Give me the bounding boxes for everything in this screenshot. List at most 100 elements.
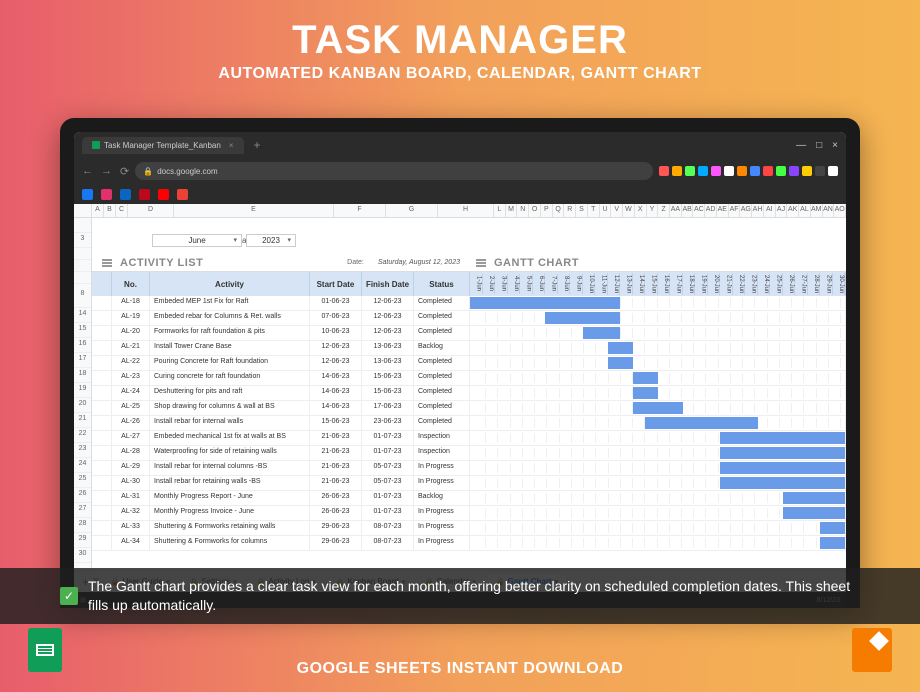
table-row[interactable]: AL-33Shuttering & Formworks retaining wa… (92, 521, 846, 536)
column-letter[interactable]: AA (670, 204, 682, 217)
column-letter[interactable]: W (623, 204, 635, 217)
column-letter[interactable]: AH (752, 204, 764, 217)
table-row[interactable]: AL-20Formworks for raft foundation & pit… (92, 326, 846, 341)
column-letter[interactable]: AG (740, 204, 752, 217)
bookmark-icon[interactable] (139, 189, 150, 200)
table-row[interactable]: AL-34Shuttering & Formworks for columns2… (92, 536, 846, 551)
tab-close-icon[interactable]: × (229, 141, 234, 150)
extension-icon[interactable] (685, 166, 695, 176)
month-select[interactable]: June (152, 234, 242, 247)
column-letter[interactable]: U (600, 204, 612, 217)
row-number[interactable]: 22 (74, 428, 91, 443)
table-row[interactable]: AL-22Pouring Concrete for Raft foundatio… (92, 356, 846, 371)
table-row[interactable]: AL-29Install rebar for internal columns … (92, 461, 846, 476)
extension-icon[interactable] (711, 166, 721, 176)
table-row[interactable]: AL-27Embeded mechanical 1st fix at walls… (92, 431, 846, 446)
extension-icon[interactable] (737, 166, 747, 176)
table-row[interactable]: AL-32Monthly Progress Invoice - June26-0… (92, 506, 846, 521)
column-letter[interactable]: E (174, 204, 334, 217)
column-letter[interactable]: AC (693, 204, 705, 217)
bookmark-icon[interactable] (120, 189, 131, 200)
column-letter[interactable]: A (92, 204, 104, 217)
row-number[interactable]: 29 (74, 533, 91, 548)
column-letter[interactable]: AE (717, 204, 729, 217)
column-letter[interactable]: F (334, 204, 386, 217)
row-number[interactable]: 24 (74, 458, 91, 473)
column-letter[interactable]: H (438, 204, 494, 217)
extension-icon[interactable] (815, 166, 825, 176)
column-letter[interactable]: AL (799, 204, 811, 217)
bookmark-icon[interactable] (177, 189, 188, 200)
column-letter[interactable]: Q (553, 204, 565, 217)
column-letter[interactable]: AF (729, 204, 741, 217)
row-number[interactable]: 17 (74, 353, 91, 368)
column-letter[interactable]: C (116, 204, 128, 217)
row-number[interactable]: 18 (74, 368, 91, 383)
browser-tab[interactable]: Task Manager Template_Kanban × (82, 137, 244, 154)
year-select[interactable]: 2023 (246, 234, 296, 247)
row-number[interactable]: 28 (74, 518, 91, 533)
url-input[interactable]: 🔒 docs.google.com (135, 162, 653, 180)
table-row[interactable]: AL-25Shop drawing for columns & wall at … (92, 401, 846, 416)
extension-icon[interactable] (828, 166, 838, 176)
extension-icon[interactable] (776, 166, 786, 176)
table-row[interactable]: AL-19Embeded rebar for Columns & Ret. wa… (92, 311, 846, 326)
column-letter[interactable]: AM (811, 204, 823, 217)
bookmark-icon[interactable] (158, 189, 169, 200)
column-letter[interactable]: N (517, 204, 529, 217)
column-letter[interactable]: Y (647, 204, 659, 217)
new-tab-button[interactable]: + (250, 138, 265, 152)
column-letter[interactable]: S (576, 204, 588, 217)
table-row[interactable]: AL-23Curing concrete for raft foundation… (92, 371, 846, 386)
row-number[interactable]: 20 (74, 398, 91, 413)
column-letter[interactable]: O (529, 204, 541, 217)
row-number[interactable]: 23 (74, 443, 91, 458)
extension-icon[interactable] (789, 166, 799, 176)
table-row[interactable]: AL-31Monthly Progress Report - June26-06… (92, 491, 846, 506)
column-letter[interactable]: AD (705, 204, 717, 217)
extension-icon[interactable] (763, 166, 773, 176)
column-letter[interactable]: M (506, 204, 518, 217)
column-letter[interactable]: X (635, 204, 647, 217)
row-number[interactable]: 16 (74, 338, 91, 353)
row-number[interactable]: 30 (74, 548, 91, 563)
table-row[interactable]: AL-18Embeded MEP 1st Fix for Raft01-06-2… (92, 296, 846, 311)
row-number[interactable]: 27 (74, 503, 91, 518)
extension-icon[interactable] (724, 166, 734, 176)
column-letter[interactable]: AI (764, 204, 776, 217)
close-icon[interactable]: × (832, 140, 838, 151)
column-letter[interactable]: G (386, 204, 438, 217)
bookmark-icon[interactable] (82, 189, 93, 200)
row-number[interactable]: 21 (74, 413, 91, 428)
extension-icon[interactable] (802, 166, 812, 176)
row-number[interactable]: 14 (74, 308, 91, 323)
column-letter[interactable]: AB (682, 204, 694, 217)
minimize-icon[interactable]: — (796, 140, 806, 151)
column-letter[interactable]: Z (658, 204, 670, 217)
column-letter[interactable]: P (541, 204, 553, 217)
column-letter[interactable]: B (104, 204, 116, 217)
row-number[interactable]: 15 (74, 323, 91, 338)
column-letter[interactable]: V (611, 204, 623, 217)
column-letter[interactable]: AN (823, 204, 835, 217)
table-row[interactable]: AL-30Install rebar for retaining walls -… (92, 476, 846, 491)
forward-icon[interactable]: → (101, 165, 112, 178)
table-row[interactable]: AL-21Install Tower Crane Base12-06-2313-… (92, 341, 846, 356)
table-row[interactable]: AL-26Install rebar for internal walls15-… (92, 416, 846, 431)
column-letter[interactable]: T (588, 204, 600, 217)
extension-icon[interactable] (672, 166, 682, 176)
row-number[interactable]: 19 (74, 383, 91, 398)
extension-icon[interactable] (750, 166, 760, 176)
column-letter[interactable]: AK (787, 204, 799, 217)
row-number[interactable]: 25 (74, 473, 91, 488)
table-row[interactable]: AL-28Waterproofing for side of retaining… (92, 446, 846, 461)
column-letter[interactable]: AJ (776, 204, 788, 217)
back-icon[interactable]: ← (82, 165, 93, 178)
column-letter[interactable]: AO (834, 204, 846, 217)
column-letter[interactable]: R (564, 204, 576, 217)
row-number[interactable]: 26 (74, 488, 91, 503)
bookmark-icon[interactable] (101, 189, 112, 200)
column-letter[interactable]: D (128, 204, 174, 217)
table-row[interactable]: AL-24Deshuttering for pits and raft14-06… (92, 386, 846, 401)
column-letter[interactable]: L (494, 204, 506, 217)
